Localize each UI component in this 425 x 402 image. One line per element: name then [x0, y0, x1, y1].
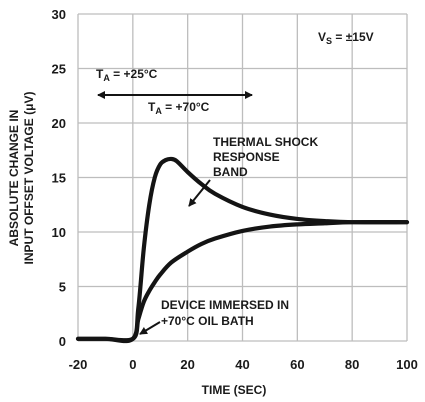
- y-axis-label-line1: ABSOLUTE CHANGE IN: [7, 110, 21, 247]
- supply-voltage-label: VS = ±15V: [318, 30, 374, 46]
- x-tick-label: 80: [345, 357, 359, 372]
- y-tick-label: 10: [52, 225, 66, 240]
- y-tick-label: 25: [52, 62, 66, 77]
- x-tick-label: 20: [180, 357, 194, 372]
- x-tick-label: 100: [396, 357, 418, 372]
- grid: [77, 13, 408, 342]
- x-axis-label: TIME (SEC): [202, 383, 267, 397]
- y-tick-label: 20: [52, 116, 66, 131]
- lower-band-curve: [75, 220, 410, 343]
- band-label-line3: BAND: [213, 165, 248, 179]
- device-pointer-arrow: [139, 321, 161, 335]
- y-tick-label: 5: [59, 280, 66, 295]
- device-label-line2: +70°C OIL BATH: [161, 314, 254, 328]
- x-tick-label: 60: [290, 357, 304, 372]
- x-tick-label: 40: [235, 357, 249, 372]
- ambient-temp-25-label: TA = +25°C: [96, 67, 158, 83]
- band-label-line1: THERMAL SHOCK: [213, 135, 318, 149]
- response-band-fill: [132, 158, 407, 339]
- upper-band-curve: [75, 156, 410, 344]
- y-tick-label: 15: [52, 171, 66, 186]
- band-pointer-arrow: [188, 179, 211, 207]
- device-label-line1: DEVICE IMMERSED IN: [161, 298, 289, 312]
- x-tick-label: 0: [129, 357, 136, 372]
- y-tick-label: 30: [52, 7, 66, 22]
- y-axis-label-line2: INPUT OFFSET VOLTAGE (μV): [22, 92, 36, 265]
- curves: [75, 156, 410, 344]
- band-label-line2: RESPONSE: [213, 150, 280, 164]
- ambient-temp-70-label: TA = +70°C: [148, 100, 210, 116]
- y-tick-label: 0: [59, 334, 66, 349]
- x-tick-label: -20: [69, 357, 88, 372]
